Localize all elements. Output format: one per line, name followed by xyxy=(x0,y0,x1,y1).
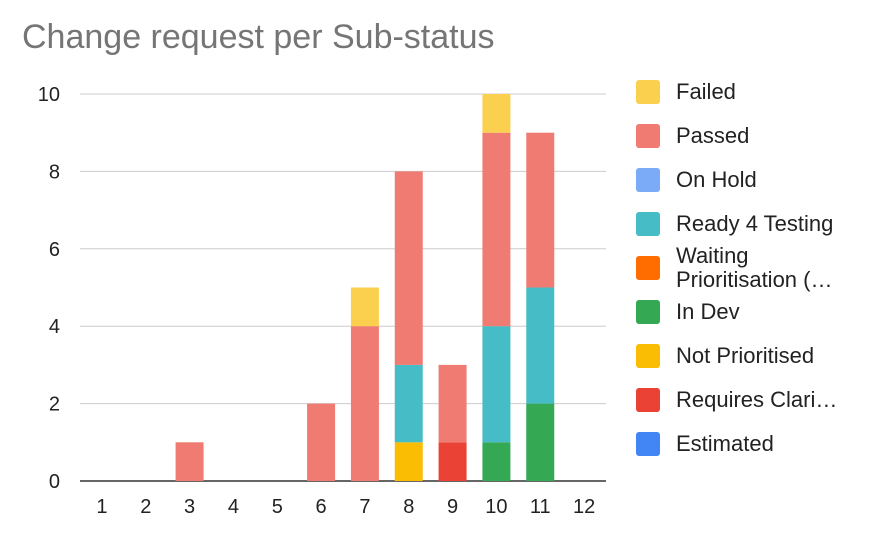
x-tick-label: 7 xyxy=(359,496,370,518)
legend-label: Requires Clari… xyxy=(676,387,838,412)
bar-ready-4-testing-8[interactable] xyxy=(394,364,423,443)
y-tick-label: 6 xyxy=(49,239,60,261)
chart-title: Change request per Sub-status xyxy=(22,18,495,56)
bar-passed-7[interactable] xyxy=(350,326,379,481)
bar-failed-10[interactable] xyxy=(482,94,511,133)
x-tick-label: 2 xyxy=(140,496,151,518)
legend-item-waiting-prioritisation[interactable]: Waiting Prioritisation (… xyxy=(636,244,856,292)
bar-in-dev-11[interactable] xyxy=(526,403,555,481)
legend-item-not-prioritised[interactable]: Not Prioritised xyxy=(636,344,856,368)
legend-swatch xyxy=(636,432,660,456)
bar-passed-6[interactable] xyxy=(307,403,336,481)
legend-label: Passed xyxy=(676,123,750,148)
legend-label: Not Prioritised xyxy=(676,343,815,368)
bar-in-dev-10[interactable] xyxy=(482,442,511,481)
legend-item-on-hold[interactable]: On Hold xyxy=(636,168,856,192)
legend-swatch xyxy=(636,212,660,236)
x-tick-label: 1 xyxy=(96,496,107,518)
bar-passed-11[interactable] xyxy=(526,132,555,288)
x-tick-label: 3 xyxy=(184,496,195,518)
x-tick-label: 12 xyxy=(573,496,595,518)
bar-not-prioritised-8[interactable] xyxy=(394,442,423,481)
bar-ready-4-testing-10[interactable] xyxy=(482,326,511,443)
legend-swatch xyxy=(636,256,660,280)
legend-item-passed[interactable]: Passed xyxy=(636,124,856,148)
y-tick-label: 10 xyxy=(38,84,60,106)
legend-label: On Hold xyxy=(676,167,757,192)
legend-item-ready-4-testing[interactable]: Ready 4 Testing xyxy=(636,212,856,236)
legend-swatch xyxy=(636,344,660,368)
bar-failed-7[interactable] xyxy=(350,287,379,327)
x-tick-label: 8 xyxy=(403,496,414,518)
bar-passed-10[interactable] xyxy=(482,132,511,327)
y-tick-label: 2 xyxy=(49,394,60,416)
bar-passed-8[interactable] xyxy=(394,171,423,365)
legend-label: In Dev xyxy=(676,299,740,324)
legend-label: Waiting Prioritisation (… xyxy=(676,243,833,292)
y-tick-label: 8 xyxy=(49,161,60,183)
x-tick-label: 5 xyxy=(272,496,283,518)
legend-item-requires-clari[interactable]: Requires Clari… xyxy=(636,388,856,412)
legend-item-estimated[interactable]: Estimated xyxy=(636,432,856,456)
legend-item-in-dev[interactable]: In Dev xyxy=(636,300,856,324)
legend-swatch xyxy=(636,388,660,412)
legend-swatch xyxy=(636,124,660,148)
legend-item-failed[interactable]: Failed xyxy=(636,80,856,104)
legend-label: Failed xyxy=(676,79,736,104)
x-tick-label: 4 xyxy=(228,496,239,518)
y-tick-label: 4 xyxy=(49,316,60,338)
bar-passed-3[interactable] xyxy=(175,442,204,481)
y-tick-label: 0 xyxy=(49,471,60,493)
legend-swatch xyxy=(636,168,660,192)
legend-label: Estimated xyxy=(676,431,774,456)
legend-swatch xyxy=(636,300,660,324)
x-tick-label: 6 xyxy=(316,496,327,518)
legend-label: Ready 4 Testing xyxy=(676,211,834,236)
bar-requires-clari-9[interactable] xyxy=(438,442,467,481)
x-tick-label: 11 xyxy=(530,496,551,518)
bar-passed-9[interactable] xyxy=(438,364,467,443)
x-tick-label: 10 xyxy=(485,496,507,518)
x-tick-label: 9 xyxy=(447,496,458,518)
legend-swatch xyxy=(636,80,660,104)
bar-ready-4-testing-11[interactable] xyxy=(526,287,555,404)
